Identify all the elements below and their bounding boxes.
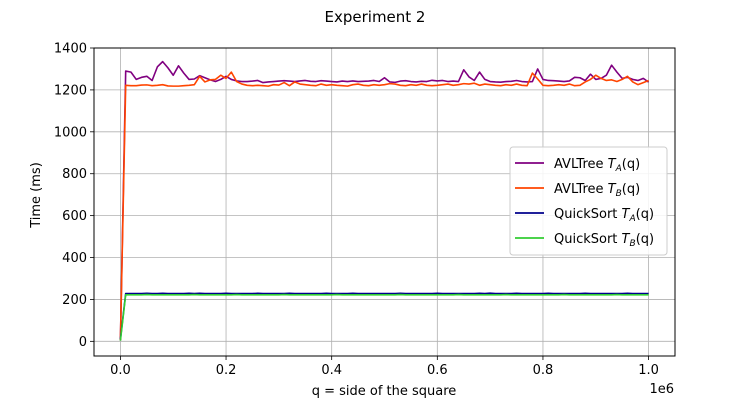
legend: AVLTree TA(q)AVLTree TB(q)QuickSort TA(q…: [509, 146, 668, 256]
axis-ticks: 0.0 0.2 0.4 0.6 0.8 1.0 0 200 400 600 800 1000 1200 1…: [54, 42, 659, 379]
legend-entry-symbol: T: [622, 207, 631, 222]
x-tick-label: 0.4: [321, 363, 342, 378]
legend-box: [509, 146, 668, 256]
series-line-0: [119, 60, 650, 341]
legend-entry-symbol: T: [622, 232, 631, 247]
legend-entry-prefix: QuickSort: [554, 207, 622, 222]
series-group: [119, 60, 650, 341]
legend-entry-subscript: A: [629, 214, 636, 224]
legend-entry-subscript: A: [615, 164, 622, 174]
x-axis-label: q = side of the square: [312, 384, 457, 399]
legend-entry-subscript: B: [616, 189, 622, 199]
x-tick-label: 0.8: [533, 363, 554, 378]
x-tick-label: 0.6: [427, 363, 448, 378]
legend-entry-suffix: (q): [622, 182, 640, 197]
plot-frame: [93, 47, 676, 357]
chart-title: Experiment 2: [325, 8, 426, 26]
x-tick-label: 0.2: [216, 363, 237, 378]
x-offset-label: 1e6: [649, 382, 674, 397]
legend-entry-symbol: T: [608, 182, 617, 197]
x-tick-label: 0.0: [110, 363, 131, 378]
series-line-3: [119, 293, 649, 341]
legend-entry-suffix: (q): [636, 207, 654, 222]
legend-entry-label: QuickSort TA(q): [554, 207, 654, 224]
y-tick-label: 600: [62, 209, 87, 224]
series-line-2: [119, 292, 649, 340]
legend-entry-prefix: AVLTree: [554, 157, 608, 172]
legend-entry-prefix: QuickSort: [554, 232, 622, 247]
legend-entry-label: AVLTree TA(q): [554, 157, 640, 174]
y-tick-label: 1000: [54, 125, 87, 140]
y-axis-label: Time (ms): [29, 162, 44, 229]
y-tick-label: 400: [62, 251, 87, 266]
y-tick-label: 1200: [54, 83, 87, 98]
series-line-1: [119, 71, 649, 341]
legend-entry-suffix: (q): [636, 232, 654, 247]
y-tick-label: 800: [62, 167, 87, 182]
legend-entry-label: QuickSort TB(q): [554, 232, 654, 249]
y-tick-label: 200: [62, 293, 87, 308]
legend-entry-prefix: AVLTree: [554, 182, 608, 197]
x-tick-label: 1.0: [638, 363, 659, 378]
legend-entry-suffix: (q): [622, 157, 640, 172]
y-tick-label: 1400: [54, 42, 87, 57]
y-tick-label: 0: [79, 335, 87, 350]
legend-entry-subscript: B: [630, 239, 636, 249]
legend-entry-symbol: T: [608, 157, 617, 172]
legend-entry-label: AVLTree TB(q): [554, 182, 640, 199]
